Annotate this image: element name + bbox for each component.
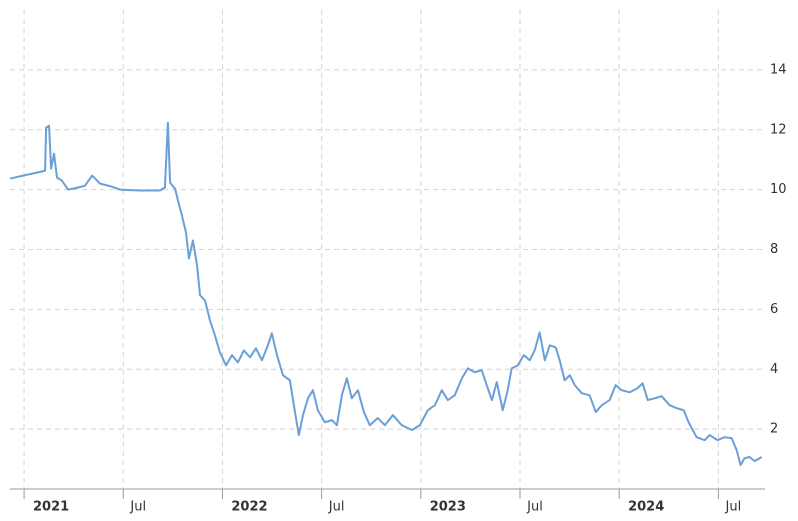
y-tick-label: 2 <box>770 422 778 437</box>
y-tick-label: 8 <box>770 242 778 257</box>
x-tick-label: Jul <box>526 500 543 515</box>
x-tick-label: 2021 <box>33 500 69 515</box>
x-tick-label: Jul <box>129 500 146 515</box>
y-tick-label: 10 <box>770 182 787 197</box>
y-tick-label: 12 <box>770 122 787 137</box>
x-tick-label: 2023 <box>430 500 466 515</box>
y-tick-label: 6 <box>770 302 778 317</box>
y-tick-label: 4 <box>770 362 778 377</box>
y-tick-label: 14 <box>770 62 787 77</box>
price-line <box>9 121 763 467</box>
x-tick-label: 2022 <box>231 500 267 515</box>
x-tick-label: 2024 <box>628 500 664 515</box>
x-tick-label: Jul <box>725 500 742 515</box>
x-tick-label: Jul <box>328 500 345 515</box>
